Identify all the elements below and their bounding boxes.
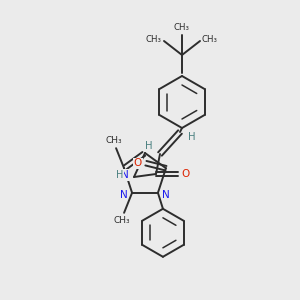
Text: N: N (162, 190, 170, 200)
Text: CH₃: CH₃ (106, 136, 122, 145)
Text: N: N (120, 190, 128, 200)
Text: O: O (134, 158, 142, 168)
Text: O: O (182, 169, 190, 179)
Text: CH₃: CH₃ (146, 34, 162, 43)
Text: CH₃: CH₃ (174, 23, 190, 32)
Text: H: H (188, 132, 196, 142)
Text: N: N (121, 170, 129, 180)
Text: CH₃: CH₃ (202, 34, 218, 43)
Text: H: H (145, 141, 153, 151)
Text: CH₃: CH₃ (114, 216, 130, 225)
Text: H: H (116, 170, 124, 180)
